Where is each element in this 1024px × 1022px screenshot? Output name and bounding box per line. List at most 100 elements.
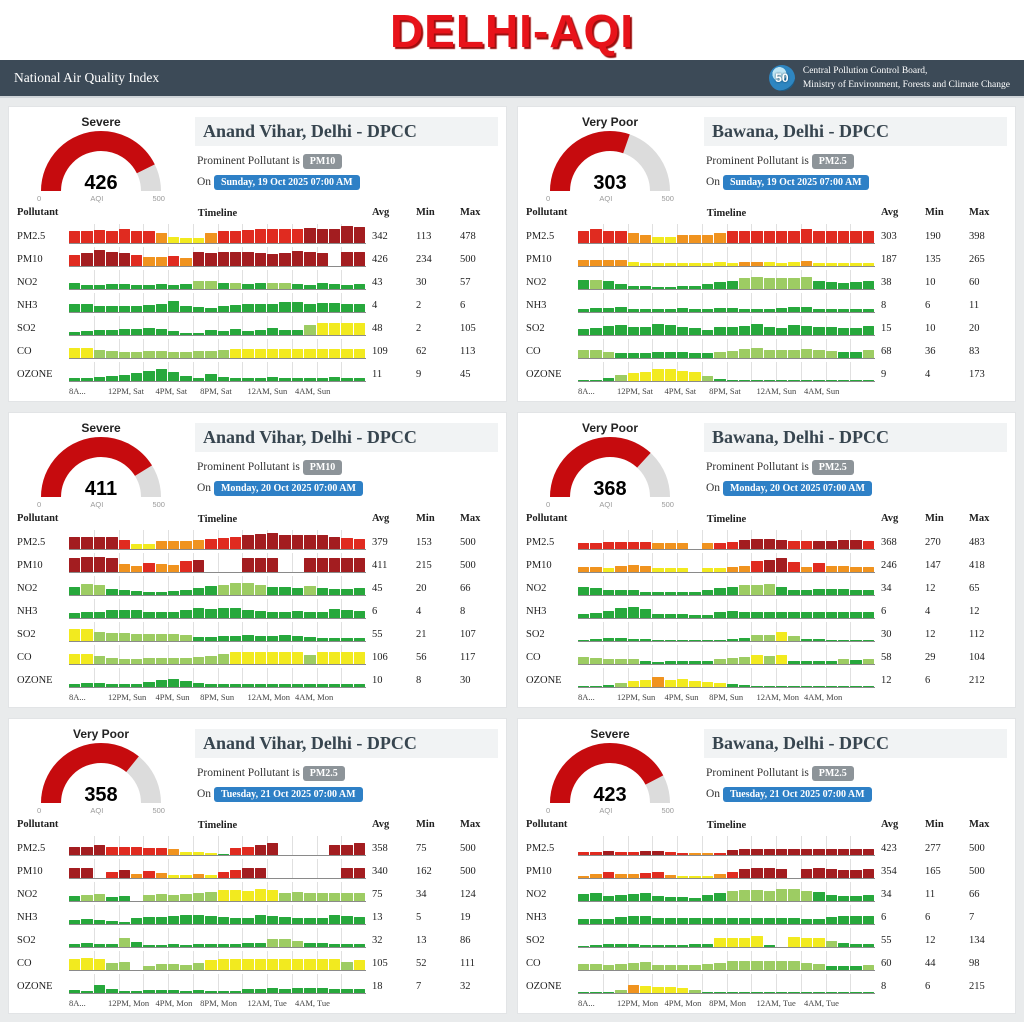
timeline-bar <box>590 992 602 993</box>
timeline-chart[interactable] <box>69 645 366 665</box>
pollutant-name: NH3 <box>17 300 38 311</box>
timeline-bar <box>751 634 763 641</box>
timeline-chart[interactable] <box>578 339 875 359</box>
gridline-tick <box>602 576 604 595</box>
navbar-branding: 50 Central Pollution Control Board, Mini… <box>768 64 1010 93</box>
x-axis-label: 4AM, Tue <box>294 998 330 1008</box>
timeline-bar <box>328 637 341 641</box>
timeline-chart[interactable] <box>69 599 366 619</box>
timeline-bar <box>627 984 639 993</box>
timeline-bar <box>714 378 726 381</box>
timeline-chart[interactable] <box>69 928 366 948</box>
timeline-chart[interactable] <box>578 247 875 267</box>
stat-max: 265 <box>969 254 985 265</box>
timeline-chart[interactable] <box>578 905 875 925</box>
aqi-gauge[interactable]: 358 <box>41 743 161 806</box>
timeline-chart[interactable] <box>69 224 366 244</box>
timeline-chart[interactable] <box>69 530 366 550</box>
pollutant-row: OZONE 8 6 215 <box>526 974 1007 994</box>
timeline-bar <box>93 230 106 243</box>
timeline-chart[interactable] <box>578 599 875 619</box>
gridline-tick <box>192 224 194 243</box>
timeline-chart[interactable] <box>578 859 875 879</box>
gridline-tick <box>652 530 654 549</box>
timeline-bar <box>254 377 266 381</box>
timeline-chart[interactable] <box>69 882 366 902</box>
timeline-chart[interactable] <box>578 293 875 313</box>
timeline-chart[interactable] <box>69 622 366 642</box>
timeline-chart[interactable] <box>69 859 366 879</box>
timeline-bar <box>701 852 714 855</box>
timeline-bar <box>850 686 862 687</box>
aqi-gauge[interactable]: 368 <box>550 437 670 500</box>
gridline-tick <box>850 622 852 641</box>
timeline-bar <box>328 652 341 664</box>
timeline-bar <box>738 992 751 993</box>
gridline-tick <box>143 859 145 878</box>
timeline-chart[interactable] <box>578 553 875 573</box>
timeline-chart[interactable] <box>69 316 366 336</box>
aqi-gauge[interactable]: 423 <box>550 743 670 806</box>
timeline-chart[interactable] <box>578 224 875 244</box>
timeline-chart[interactable] <box>69 362 366 382</box>
stat-avg: 411 <box>372 560 388 571</box>
timeline-bar <box>776 231 788 243</box>
timeline-chart[interactable] <box>69 951 366 971</box>
timeline-bar <box>850 849 862 855</box>
timeline-chart[interactable] <box>69 270 366 290</box>
timeline-bar <box>825 849 837 855</box>
timeline-chart[interactable] <box>69 293 366 313</box>
timeline-bar <box>291 635 304 641</box>
timeline-bar <box>602 377 615 381</box>
aqi-gauge[interactable]: 411 <box>41 437 161 500</box>
gridline-tick <box>677 293 678 312</box>
timeline-chart[interactable] <box>578 362 875 382</box>
x-axis-label: 12AM, Mon <box>247 692 291 702</box>
timeline-chart[interactable] <box>69 553 366 573</box>
timeline-chart[interactable] <box>69 339 366 359</box>
timeline-chart[interactable] <box>578 668 875 688</box>
timeline-chart[interactable] <box>578 882 875 902</box>
stat-min: 6 <box>925 912 931 923</box>
timeline-bar <box>316 377 328 381</box>
timeline-chart[interactable] <box>69 576 366 596</box>
timeline-chart[interactable] <box>578 576 875 596</box>
timeline-chart[interactable] <box>578 974 875 994</box>
timeline-bar <box>850 231 862 243</box>
gridline-tick <box>701 270 703 289</box>
aqi-gauge[interactable]: 303 <box>550 131 670 194</box>
timeline-chart[interactable] <box>578 270 875 290</box>
pollutant-row: NH3 13 5 19 <box>17 905 498 925</box>
timeline-chart[interactable] <box>578 530 875 550</box>
timeline-bar <box>664 918 676 924</box>
timeline-bar <box>590 349 602 358</box>
timeline-bar <box>837 351 850 358</box>
gridline-tick <box>800 247 802 266</box>
timeline-bar <box>155 283 167 289</box>
timeline-bar <box>316 587 328 595</box>
timeline-chart[interactable] <box>69 974 366 994</box>
timeline-chart[interactable] <box>578 645 875 665</box>
timeline-bar <box>763 655 775 664</box>
gridline-tick <box>143 293 145 312</box>
stat-min: 162 <box>416 866 432 877</box>
timeline-chart[interactable] <box>578 928 875 948</box>
gridline-tick <box>242 362 244 381</box>
timeline-bar <box>81 991 93 993</box>
timeline-bar <box>615 989 627 993</box>
timeline-chart[interactable] <box>578 836 875 856</box>
timeline-chart[interactable] <box>578 622 875 642</box>
timeline-chart[interactable] <box>578 316 875 336</box>
timeline-bar <box>862 540 874 549</box>
timeline-bar <box>738 890 751 901</box>
timeline-bar <box>304 534 316 549</box>
gridline-tick <box>627 316 629 335</box>
timeline-chart[interactable] <box>69 836 366 856</box>
timeline-chart[interactable] <box>69 905 366 925</box>
aqi-gauge[interactable]: 426 <box>41 131 161 194</box>
timeline-chart[interactable] <box>69 247 366 267</box>
prominent-pollutant-label: Prominent Pollutant is <box>706 155 809 167</box>
timeline-chart[interactable] <box>578 951 875 971</box>
timeline-bar <box>763 611 775 618</box>
timeline-chart[interactable] <box>69 668 366 688</box>
